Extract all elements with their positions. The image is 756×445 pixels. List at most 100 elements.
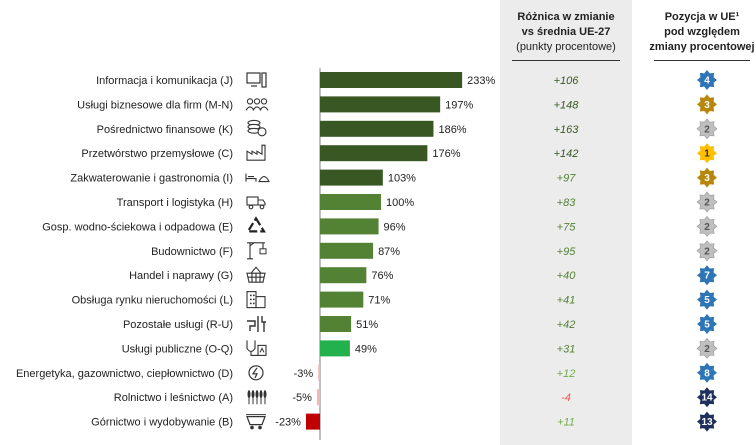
diff-value: +97 xyxy=(557,173,577,185)
rank-value: 7 xyxy=(704,271,710,282)
rank-star-shape xyxy=(697,94,717,115)
diff-value: +31 xyxy=(557,343,576,355)
diff-header-line1: Różnica w zmianie xyxy=(517,11,615,23)
building-icon xyxy=(246,291,266,309)
rank-star-shape xyxy=(696,118,718,140)
bar-value-label: -23% xyxy=(275,417,301,429)
bar xyxy=(320,267,367,284)
bar-value-label: 176% xyxy=(432,148,460,160)
rank-star-shape xyxy=(696,191,718,213)
mine-cart-icon xyxy=(246,414,266,430)
rank-star: 2 xyxy=(696,215,718,237)
category-label: Przetwórstwo przemysłowe (C) xyxy=(81,148,233,160)
category-label: Pośrednictwo finansowe (K) xyxy=(97,124,233,136)
computer-icon xyxy=(246,72,267,88)
bar-value-label: 103% xyxy=(388,173,416,185)
rank-value: 2 xyxy=(704,222,710,233)
bar xyxy=(320,96,441,113)
crane-icon xyxy=(247,242,267,260)
truck-icon xyxy=(246,196,266,210)
rank-column-header: Pozycja w UE¹ pod względem zmiany procen… xyxy=(648,10,756,61)
rank-value: 8 xyxy=(704,368,710,379)
rank-star-shape xyxy=(697,411,717,432)
bar xyxy=(305,413,320,430)
bar-value-label: 197% xyxy=(445,99,473,111)
category-label: Budownictwo (F) xyxy=(151,246,233,258)
bar-value-label: 87% xyxy=(378,246,400,258)
rank-value: 2 xyxy=(704,344,710,355)
diff-value: +75 xyxy=(557,221,577,233)
bar xyxy=(320,145,428,162)
rank-star-shape xyxy=(697,289,717,310)
rank-star: 1 xyxy=(697,143,717,164)
rank-value: 14 xyxy=(701,393,713,404)
tools-icon xyxy=(247,316,266,332)
rank-value: 5 xyxy=(704,295,710,306)
factory-icon xyxy=(246,144,266,161)
diff-value: +148 xyxy=(554,99,580,111)
bar xyxy=(320,340,350,357)
rank-header-line2: pod względem xyxy=(664,26,740,38)
rank-value: 1 xyxy=(704,149,710,160)
rank-value: 2 xyxy=(704,124,710,135)
rank-value: 3 xyxy=(704,100,710,111)
rank-star: 2 xyxy=(696,191,718,213)
bar-value-label: 71% xyxy=(368,295,390,307)
rank-value: 4 xyxy=(704,76,710,87)
category-label: Zakwaterowanie i gastronomia (I) xyxy=(70,173,233,185)
diff-value: +42 xyxy=(557,319,576,331)
rank-star-shape xyxy=(696,337,718,359)
category-label: Gosp. wodno-ściekowa i odpadowa (E) xyxy=(42,221,233,233)
diff-header-line2: vs średnia UE-27 xyxy=(521,26,611,38)
diff-value: +83 xyxy=(557,197,577,209)
diff-header-line3: (punkty procentowe) xyxy=(516,41,616,53)
rank-star: 2 xyxy=(696,240,718,262)
bar-value-label: -5% xyxy=(292,392,312,404)
diff-column-background xyxy=(500,0,632,445)
rank-star-shape xyxy=(697,265,717,286)
bar-value-label: 76% xyxy=(371,270,393,282)
rank-header-line1: Pozycja w UE¹ xyxy=(664,11,740,23)
diff-value: +11 xyxy=(557,417,575,429)
rank-value: 3 xyxy=(704,173,710,184)
diff-value: +142 xyxy=(554,148,579,160)
bar xyxy=(320,120,434,137)
rank-star: 3 xyxy=(697,167,717,188)
rank-value: 2 xyxy=(704,246,710,257)
rank-star-shape xyxy=(697,314,717,334)
rank-star: 5 xyxy=(697,289,717,310)
bar xyxy=(320,242,374,259)
rank-star: 8 xyxy=(697,362,717,383)
rank-value: 13 xyxy=(701,417,713,428)
rank-star: 2 xyxy=(696,337,718,359)
diff-header-underline xyxy=(512,60,620,61)
bar xyxy=(316,389,320,406)
bar-value-label: 186% xyxy=(438,124,466,136)
rank-star-shape xyxy=(697,70,717,90)
rank-star: 4 xyxy=(697,70,717,90)
category-label: Rolnictwo i leśnictwo (A) xyxy=(114,392,233,404)
rank-star: 13 xyxy=(697,411,717,432)
bed-icon xyxy=(245,173,270,183)
bar-value-label: 51% xyxy=(356,319,378,331)
people-icon xyxy=(245,98,269,111)
energy-icon xyxy=(248,365,264,381)
rank-value: 5 xyxy=(704,320,710,331)
bar xyxy=(320,72,463,88)
category-label: Informacja i komunikacja (J) xyxy=(96,75,233,87)
bar-value-label: 49% xyxy=(355,343,377,355)
rank-star: 5 xyxy=(697,314,717,334)
bar xyxy=(320,316,352,332)
bar-value-label: 96% xyxy=(384,221,406,233)
rank-value: 2 xyxy=(704,198,710,209)
rank-header-line3: zmiany procentowej xyxy=(649,41,755,53)
recycle-icon xyxy=(246,216,266,233)
bar xyxy=(318,364,320,381)
diff-value: +12 xyxy=(557,368,576,380)
rank-star: 7 xyxy=(697,265,717,286)
category-label: Usługi biznesowe dla firm (M-N) xyxy=(77,99,233,111)
diff-value: +106 xyxy=(554,75,580,87)
diff-column-header: Różnica w zmianie vs średnia UE-27 (punk… xyxy=(500,10,632,61)
category-label: Pozostałe usługi (R-U) xyxy=(123,319,233,331)
